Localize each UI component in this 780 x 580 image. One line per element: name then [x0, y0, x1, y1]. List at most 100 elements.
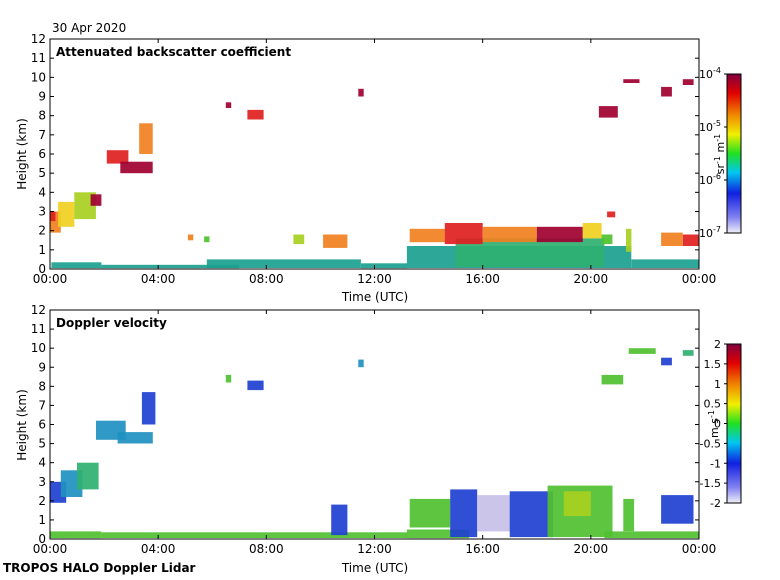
colorbar-tick-label: -1.5 [700, 477, 721, 490]
data-cell-10 [225, 374, 232, 383]
data-cell-10 [74, 192, 96, 220]
colorbar-tick-label: -0.5 [700, 437, 721, 450]
colorbar-tick-label: -1 [710, 457, 721, 470]
data-cell-18 [187, 234, 194, 241]
backscatter-title: Attenuated backscatter coefficient [56, 45, 291, 59]
data-cell-23 [628, 348, 656, 354]
doppler-title: Doppler velocity [56, 316, 167, 330]
data-cell-26 [582, 223, 602, 239]
x-tick-label: 04:00 [141, 272, 176, 286]
data-cell-28 [601, 234, 613, 245]
data-cell-32 [598, 106, 618, 118]
doppler-colorbar [726, 343, 742, 504]
data-cell-6 [77, 462, 99, 490]
y-tick-label: 12 [31, 32, 46, 46]
doppler-colorbar-label: m s-1 [707, 410, 721, 438]
y-tick-label: 3 [38, 475, 46, 489]
y-tick-label: 7 [38, 398, 46, 412]
footer-label: TROPOS HALO Doppler Lidar [3, 561, 196, 575]
data-cell-19 [204, 236, 210, 243]
y-tick-label: 11 [31, 322, 46, 336]
data-cell-0 [51, 262, 102, 269]
data-cell-6 [631, 259, 699, 268]
doppler-panel: 00:00 04:00 08:00 12:00 16:00 20:00 00:0001234… [15, 303, 742, 575]
colorbar-tick-label: 10-4 [699, 66, 721, 81]
x-tick-label: 08:00 [249, 272, 284, 286]
x-tick-label: 00:00 [682, 542, 717, 556]
y-tick-label: 10 [31, 70, 46, 84]
y-tick-label: 6 [38, 147, 46, 161]
data-cell-3 [361, 263, 407, 269]
data-cell-20 [623, 498, 635, 532]
data-cell-15 [225, 102, 232, 108]
data-cell-8 [117, 432, 153, 444]
y-tick-label: 7 [38, 128, 46, 142]
y-tick-label: 8 [38, 109, 46, 123]
backscatter-panel: 00:00 04:00 08:00 12:00 16:00 20:00 00:0001234… [15, 32, 742, 304]
data-cell-35 [682, 79, 694, 85]
backscatter-ylabel: Height (km) [15, 118, 29, 189]
data-cell-0 [50, 531, 102, 539]
y-tick-label: 8 [38, 379, 46, 393]
data-cell-29 [626, 228, 632, 252]
y-tick-label: 4 [38, 456, 46, 470]
x-tick-label: 00:00 [33, 272, 68, 286]
data-cell-21 [661, 495, 694, 524]
data-cell-11 [247, 380, 264, 391]
colorbar-tick-label: 10-5 [699, 119, 721, 134]
data-cell-13 [331, 504, 348, 536]
colorbar-tick-label: -2 [710, 497, 721, 510]
x-tick-label: 12:00 [357, 542, 392, 556]
data-cell-30 [661, 232, 683, 246]
y-tick-label: 12 [31, 303, 46, 317]
colorbar-tick-label: 1.5 [704, 358, 722, 371]
x-tick-label: 16:00 [465, 272, 500, 286]
data-cell-24 [661, 357, 672, 366]
backscatter-axes: 00:00 04:00 08:00 12:00 16:00 20:00 00:0001234… [31, 32, 717, 286]
y-tick-label: 1 [38, 513, 46, 527]
y-tick-label: 0 [38, 532, 46, 546]
x-tick-label: 20:00 [574, 542, 609, 556]
colorbar-tick-label: 2 [714, 338, 721, 351]
y-tick-label: 0 [38, 262, 46, 276]
doppler-axes: 00:00 04:00 08:00 12:00 16:00 20:00 00:0001234… [31, 303, 717, 556]
y-tick-label: 5 [38, 166, 46, 180]
y-tick-label: 3 [38, 205, 46, 219]
doppler-ylabel: Height (km) [15, 389, 29, 460]
y-tick-label: 1 [38, 243, 46, 257]
x-tick-label: 16:00 [465, 542, 500, 556]
data-cell-20 [293, 234, 305, 245]
x-tick-label: 08:00 [249, 542, 284, 556]
data-cell-19 [563, 491, 591, 517]
data-cell-34 [661, 86, 672, 97]
colorbar-tick-label: 10-7 [699, 225, 721, 240]
data-cell-1 [101, 532, 408, 538]
data-cell-2 [406, 529, 470, 539]
y-tick-label: 11 [31, 51, 46, 65]
x-tick-label: 00:00 [33, 542, 68, 556]
data-cell-15 [450, 489, 478, 538]
data-cell-25 [682, 350, 694, 356]
backscatter-colorbar-label: sr-1 m-1 [713, 134, 727, 174]
colorbar-tick-label: 0 [714, 418, 721, 431]
colorbar-tick-label: 0.5 [704, 398, 722, 411]
data-cell-17 [509, 491, 553, 538]
doppler-data [50, 348, 699, 539]
data-cell-3 [604, 531, 699, 539]
y-tick-label: 4 [38, 185, 46, 199]
data-cell-9 [58, 201, 75, 227]
data-cell-16 [477, 495, 510, 532]
data-cell-16 [247, 109, 264, 120]
y-tick-label: 5 [38, 437, 46, 451]
colorbar-tick-label: 10-6 [699, 172, 721, 187]
doppler-colorbar-ticks: 2 1.5 1 0.5 0 -0.5 -1 -1.5 -2 [700, 338, 727, 510]
data-cell-1 [101, 264, 240, 269]
data-cell-24 [482, 226, 537, 243]
data-cell-12 [358, 359, 364, 368]
data-cell-33 [623, 79, 640, 83]
y-tick-label: 2 [38, 224, 46, 238]
data-cell-11 [90, 194, 102, 206]
data-cell-14 [139, 123, 153, 154]
data-cell-9 [141, 392, 156, 425]
